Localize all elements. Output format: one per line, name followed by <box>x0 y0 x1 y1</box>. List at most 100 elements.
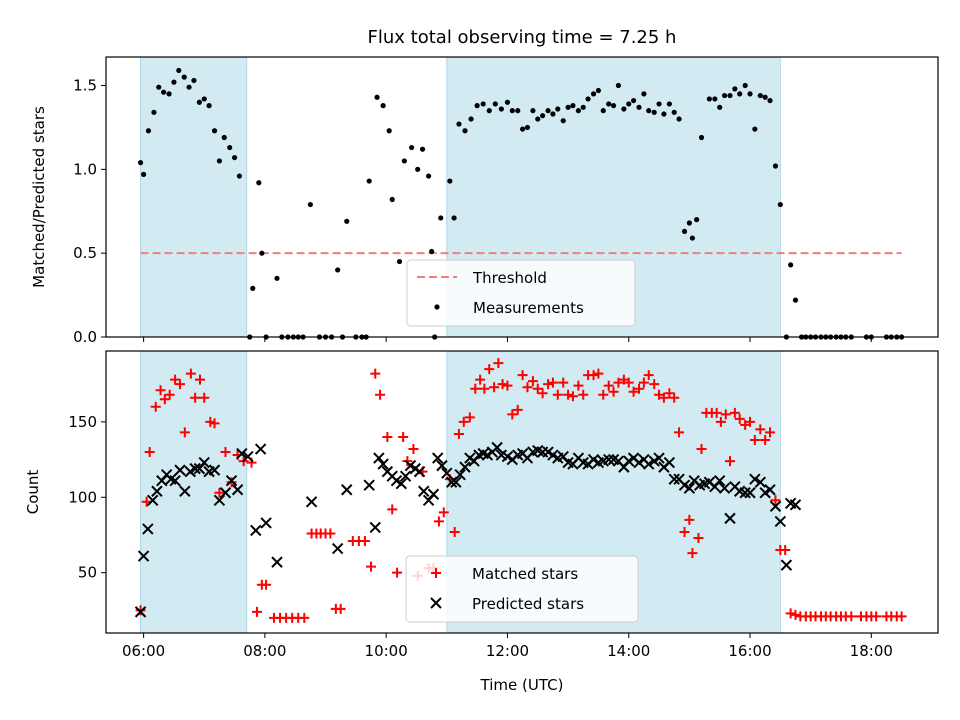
matched-star-point <box>438 507 449 518</box>
measurement-point <box>747 91 753 97</box>
matched-star-point <box>643 370 654 381</box>
matched-star-point <box>593 368 604 379</box>
matched-star-point <box>179 427 190 438</box>
predicted-star-point <box>151 485 163 497</box>
matched-star-point <box>502 380 513 391</box>
matched-star-point <box>150 401 161 412</box>
matched-star-point <box>433 516 444 527</box>
measurement-point <box>274 275 280 281</box>
measurement-point <box>626 101 632 107</box>
matched-star-point <box>484 364 495 375</box>
top-axes-frame <box>105 56 939 338</box>
measurement-point <box>256 180 262 186</box>
bottom-axes-frame <box>105 350 939 634</box>
measurement-point <box>196 99 202 105</box>
measurement-point <box>206 103 212 109</box>
chart-title: Flux total observing time = 7.25 h <box>368 27 677 48</box>
top-y-tick-label: 0.5 <box>73 244 97 262</box>
matched-star-point <box>359 536 370 547</box>
matched-star-point <box>453 428 464 439</box>
matched-star-point <box>522 382 533 393</box>
measurement-point <box>176 67 182 74</box>
measurement-point <box>689 235 696 241</box>
predicted-star-point <box>744 487 756 499</box>
matched-star-point <box>547 377 558 388</box>
matched-star-point <box>475 374 486 385</box>
measurement-point <box>767 97 773 104</box>
measurement-point <box>681 228 688 234</box>
measurement-point <box>380 103 386 109</box>
measurement-point <box>426 173 432 179</box>
measurement-point <box>671 109 677 115</box>
measurement-point <box>686 220 692 226</box>
predicted-star-point <box>236 447 248 460</box>
legend-label: Predicted stars <box>472 595 584 613</box>
predicted-star-point <box>146 494 159 507</box>
predicted-star-point <box>663 456 676 469</box>
top-y-tick-label: 1.5 <box>73 77 97 95</box>
predicted-star-point <box>491 441 503 454</box>
measurement-point <box>429 248 435 255</box>
measurement-point <box>145 128 152 134</box>
matched-star-point <box>628 386 639 397</box>
measurement-point <box>156 84 162 90</box>
measurement-point <box>545 108 551 114</box>
predicted-star-point <box>305 496 318 508</box>
matched-star-point <box>398 431 409 442</box>
matched-star-point <box>693 532 704 543</box>
measurement-point <box>140 171 147 177</box>
bottom-y-axis-label: Count <box>24 470 42 515</box>
measurement-point <box>201 96 207 102</box>
measurement-point <box>171 79 177 85</box>
matched-star-point <box>261 579 272 590</box>
measurement-point <box>694 217 700 223</box>
matched-star-point <box>517 370 528 381</box>
legend-marker <box>430 597 442 609</box>
measurement-point <box>396 258 403 265</box>
predicted-star-point <box>341 484 353 496</box>
measurement-point <box>307 201 313 208</box>
measurement-point <box>335 267 341 273</box>
matched-star-point <box>578 389 589 400</box>
predicted-star-point <box>363 479 375 491</box>
matched-star-point <box>532 383 543 394</box>
predicted-star-point <box>254 443 267 455</box>
matched-star-point <box>896 611 907 622</box>
predicted-star-point <box>454 468 466 481</box>
matched-star-point <box>749 434 760 445</box>
predicted-star-point <box>395 477 408 490</box>
matched-star-point <box>674 427 685 438</box>
measurement-point <box>236 173 243 179</box>
measurement-point <box>792 297 799 303</box>
matched-star-point <box>155 385 166 396</box>
measurement-point <box>231 154 238 161</box>
matched-star-point <box>598 389 609 400</box>
top-y-axis-label: Matched/Predicted stars <box>30 106 48 288</box>
top-legend <box>406 259 636 327</box>
predicted-star-point <box>242 450 254 463</box>
matched-star-point <box>537 388 548 399</box>
matched-star-point <box>679 526 690 537</box>
matched-star-point <box>220 447 231 458</box>
measurement-point <box>386 128 392 134</box>
matched-star-point <box>375 389 386 400</box>
measurement-point <box>630 97 637 104</box>
measurement-point <box>401 158 407 164</box>
measurement-point <box>509 108 515 114</box>
matched-star-point <box>658 392 669 403</box>
matched-star-point <box>567 391 578 402</box>
measurement-point <box>389 196 395 203</box>
matched-star-point <box>479 383 490 394</box>
matched-star-point <box>194 374 205 385</box>
matched-star-point <box>613 377 624 388</box>
measurement-point <box>216 158 222 164</box>
measurement-point <box>752 126 758 132</box>
matched-star-point <box>623 377 634 388</box>
predicted-star-point <box>713 474 726 487</box>
measurement-point <box>706 96 712 102</box>
measurement-point <box>492 101 498 107</box>
measurement-point <box>524 124 531 131</box>
matched-star-point <box>745 416 756 427</box>
matched-star-point <box>734 413 745 424</box>
measurement-point <box>656 101 662 107</box>
